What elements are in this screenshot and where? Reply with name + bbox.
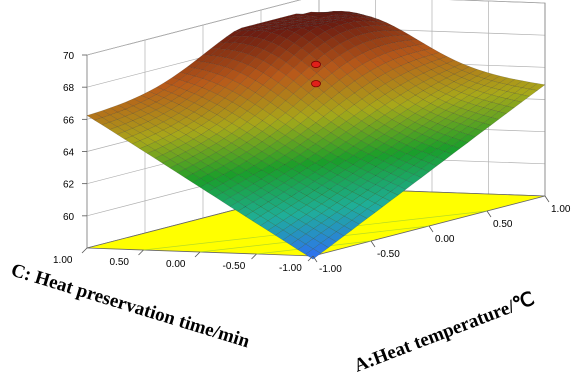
x-tick xyxy=(370,240,376,248)
z-gridline xyxy=(86,0,546,56)
x-axis-label: A:Heat temperature/℃ xyxy=(351,288,537,376)
z-tick-label: 70 xyxy=(63,51,75,62)
design-points xyxy=(311,60,321,88)
c-tick-label: -0.50 xyxy=(223,261,246,272)
y-axis-label: C: Heat preservation time/min xyxy=(9,260,253,353)
c-tick xyxy=(138,249,144,256)
c-tick-label: -1.00 xyxy=(279,263,302,274)
z-tick-label: 60 xyxy=(63,212,75,223)
c-tick xyxy=(81,247,88,254)
c-tick xyxy=(251,253,257,260)
surface-cell xyxy=(305,248,321,260)
tick-labels: 60 62 64 66 68 70 -1.00 -0.50 0.00 0.50 1.00 -1.00 -… xyxy=(53,51,571,275)
design-point xyxy=(311,80,321,88)
x-tick-label: 0.00 xyxy=(435,234,455,245)
x-tick-label: -0.50 xyxy=(377,249,400,260)
z-tick-label: 66 xyxy=(63,115,75,126)
x-tick xyxy=(428,225,434,233)
c-tick-label: 0.00 xyxy=(166,259,186,270)
c-tick-label: 0.50 xyxy=(110,257,130,268)
x-tick xyxy=(544,195,550,203)
design-point xyxy=(311,60,321,68)
x-tick-label: 0.50 xyxy=(493,219,513,230)
x-tick-label: 1.00 xyxy=(551,204,571,215)
c-tick-label: 1.00 xyxy=(53,255,73,266)
x-tick xyxy=(486,210,492,218)
z-tick-label: 64 xyxy=(63,148,75,159)
c-tick xyxy=(194,251,201,258)
x-tick xyxy=(312,255,318,263)
c-tick xyxy=(307,255,314,262)
z-tick-label: 68 xyxy=(63,83,75,94)
x-tick-label: -1.00 xyxy=(319,264,342,275)
response-surface xyxy=(86,11,546,260)
z-tick-label: 62 xyxy=(63,180,75,191)
